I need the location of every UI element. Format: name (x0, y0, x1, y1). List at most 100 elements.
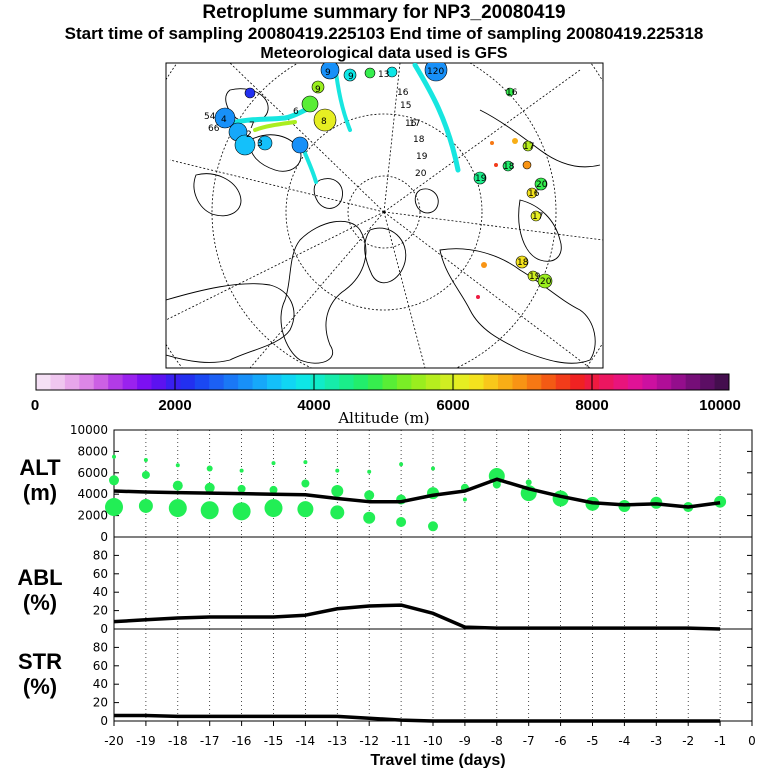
colorbar-swatch (685, 374, 701, 390)
x-tick-label: -13 (327, 734, 347, 748)
plume-bubble (239, 468, 244, 473)
y-tick-label: 10000 (70, 423, 108, 437)
x-tick-label: -12 (359, 734, 379, 748)
plume-bubble (303, 460, 308, 465)
plume-bubble (431, 466, 435, 471)
colorbar-swatch (64, 374, 80, 390)
colorbar-swatch (396, 374, 412, 390)
x-tick-label: -7 (523, 734, 535, 748)
x-tick-label: -16 (232, 734, 252, 748)
map-label: 66 (208, 124, 220, 134)
plume-bubble (143, 457, 148, 462)
colorbar-tick-labels: 0 2000 4000 6000 8000 10000 (31, 397, 741, 414)
map-label: 16 (405, 119, 417, 129)
x-tick-label: -2 (682, 734, 694, 748)
latitude-circles (166, 63, 603, 368)
plume-bubble (172, 480, 183, 491)
colorbar-swatch (671, 374, 687, 390)
map-label: 17 (532, 212, 543, 222)
str-unit: (%) (23, 674, 57, 699)
y-tick-label: 20 (93, 604, 108, 618)
map-label: 6 (293, 107, 299, 117)
x-tick-labels: -20 -19 -18 -17 -16 -15 -14 -13 -12 -11 -10 -9 -8 -7-… (104, 721, 756, 748)
x-tick-label: -20 (104, 734, 124, 748)
map-label: 7 (249, 121, 255, 131)
colorbar-swatch (324, 374, 340, 390)
y-tick-label: 60 (93, 659, 108, 673)
colorbar-swatch (122, 374, 138, 390)
colorbar-swatch (570, 374, 586, 390)
colorbar-swatch (368, 374, 383, 390)
plume-bubble (335, 468, 340, 473)
series-line (114, 713, 721, 723)
map-label: 13 (378, 70, 389, 80)
plume-bubble (206, 465, 213, 472)
x-tick-label: -1 (714, 734, 726, 748)
plume-bubble (364, 490, 375, 501)
map-label: 54 (204, 112, 216, 122)
colorbar-swatch (79, 374, 95, 390)
plume-bubble (269, 485, 278, 494)
colorbar-swatch (151, 374, 167, 390)
x-tick-label: -5 (587, 734, 599, 748)
colorbar-tick: 10000 (699, 397, 741, 414)
str-label: STR (18, 649, 62, 674)
colorbar-swatch (267, 374, 282, 390)
map-label: 3 (257, 139, 263, 149)
series-line (113, 477, 721, 509)
colorbar-tick: 6000 (436, 397, 469, 414)
map-label: 18 (517, 258, 529, 268)
y-tick-label: 40 (93, 677, 108, 691)
colorbar-tick: 4000 (297, 397, 330, 414)
colorbar-swatch (252, 374, 268, 390)
map-label: 19 (475, 174, 487, 184)
y-tick-label: 0 (100, 622, 108, 636)
sampling-time-subtitle: Start time of sampling 20080419.225103 E… (64, 24, 704, 43)
coastlines (166, 88, 601, 364)
map-label: 4 (221, 115, 227, 125)
altitude-colorbar (35, 373, 730, 391)
plume-bubble (232, 502, 251, 521)
colorbar-swatch (454, 374, 470, 390)
x-tick-label: -18 (168, 734, 188, 748)
abl-panel: 0 20 40 60 80 (93, 536, 753, 636)
x-tick-label: -10 (423, 734, 443, 748)
plume-bubble (237, 484, 246, 493)
colorbar-swatch (555, 374, 571, 390)
colorbar-tick: 8000 (575, 397, 608, 414)
plume-bubble (331, 484, 344, 497)
alt-label: ALT (19, 455, 61, 480)
str-panel: 0 20 40 60 80 (93, 628, 753, 728)
map-label: 20 (415, 169, 427, 179)
x-tick-label: -11 (391, 734, 411, 748)
plume-bubble (330, 505, 345, 520)
map-label: 2 (246, 130, 252, 140)
y-tick-label: 8000 (77, 444, 108, 458)
colorbar-swatch (353, 374, 369, 390)
map-label: 19 (416, 152, 428, 162)
x-tick-label: -19 (136, 734, 156, 748)
abl-label: ABL (17, 565, 62, 590)
plume-bubble (271, 461, 276, 466)
plume-bubble (367, 469, 372, 474)
y-tick-label: 0 (100, 530, 108, 544)
y-tick-label: 80 (93, 548, 108, 562)
plume-bubble (175, 463, 180, 468)
plume-bubble (525, 479, 532, 486)
y-tick-label: 4000 (77, 487, 108, 501)
plume-bubble (109, 475, 119, 486)
met-data-line: Meteorological data used is GFS (260, 45, 508, 62)
plume-bubble (428, 521, 438, 532)
colorbar-tick: 2000 (158, 397, 191, 414)
colorbar-swatch (165, 374, 181, 390)
x-tick-label: -8 (491, 734, 503, 748)
x-tick-label: -6 (555, 734, 567, 748)
colorbar-swatch (382, 374, 398, 390)
plume-bubble (301, 479, 310, 488)
colorbar-swatch (209, 374, 225, 390)
map-label: 9 (348, 72, 354, 82)
map-label: 120 (427, 67, 444, 77)
map-label: 8 (321, 117, 327, 127)
y-tick-label: 20 (93, 696, 108, 710)
